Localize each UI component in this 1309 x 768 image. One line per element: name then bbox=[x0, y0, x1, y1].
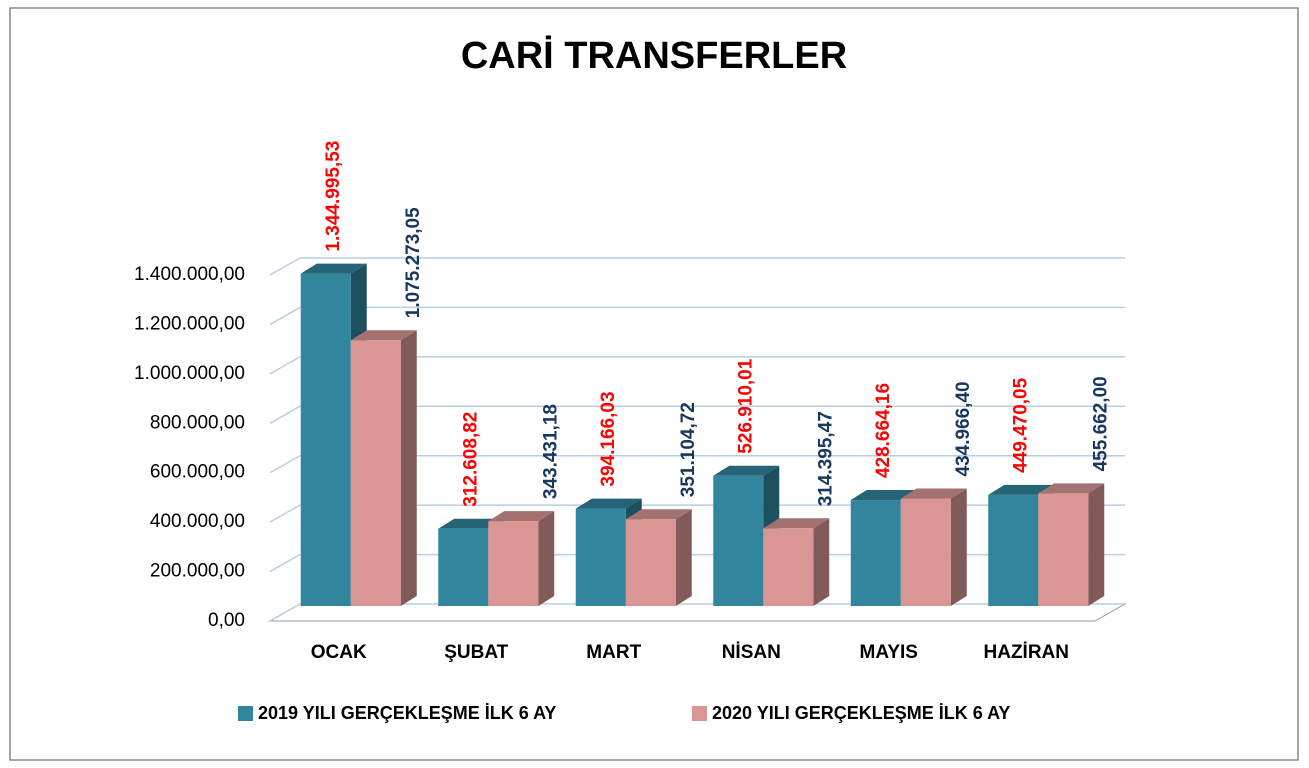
chart-title: CARİ TRANSFERLER bbox=[461, 35, 847, 77]
data-label: 394.166,03 bbox=[598, 391, 619, 486]
bar bbox=[1038, 493, 1089, 606]
data-label: 351.104,72 bbox=[678, 402, 699, 497]
bar bbox=[988, 494, 1039, 606]
x-tick-label: HAZİRAN bbox=[984, 642, 1070, 663]
legend-swatch bbox=[238, 706, 253, 721]
bar-side bbox=[538, 511, 555, 606]
floor bbox=[268, 603, 1127, 622]
data-label: 455.662,00 bbox=[1090, 376, 1111, 471]
y-tick-label: 1.400.000,00 bbox=[134, 264, 245, 285]
data-label: 428.664,16 bbox=[873, 383, 894, 478]
bar-top bbox=[988, 484, 1055, 495]
bar bbox=[350, 340, 401, 606]
legend-label: 2020 YILI GERÇEKLEŞME İLK 6 AY bbox=[712, 703, 1010, 723]
bar-top bbox=[575, 498, 642, 509]
legend-label: 2019 YILI GERÇEKLEŞME İLK 6 AY bbox=[258, 703, 556, 723]
grid-line bbox=[269, 405, 1125, 424]
bar-top bbox=[625, 509, 692, 520]
bar-top bbox=[300, 263, 367, 274]
bar-top bbox=[763, 518, 830, 529]
data-label: 1.075.273,05 bbox=[403, 207, 424, 318]
x-tick-label: ŞUBAT bbox=[444, 642, 508, 663]
bar bbox=[763, 528, 814, 606]
bar bbox=[575, 508, 626, 606]
data-label: 343.431,18 bbox=[540, 404, 561, 499]
x-tick-label: OCAK bbox=[311, 642, 367, 663]
bar bbox=[488, 521, 539, 606]
bar-side bbox=[675, 509, 692, 606]
bar-top bbox=[1038, 483, 1105, 494]
y-tick-label: 600.000,00 bbox=[150, 462, 245, 483]
bar-side bbox=[950, 488, 967, 606]
bar-top bbox=[488, 511, 555, 522]
legend-swatch bbox=[692, 706, 707, 721]
grid-line bbox=[269, 454, 1125, 474]
bar-side bbox=[813, 518, 830, 606]
bar bbox=[438, 528, 489, 606]
grid-line bbox=[269, 603, 1125, 622]
grid-line bbox=[269, 356, 1125, 375]
x-tick-label: NİSAN bbox=[722, 642, 781, 663]
bar bbox=[900, 498, 951, 606]
y-tick-label: 0,00 bbox=[208, 610, 245, 631]
data-label: 312.608,82 bbox=[460, 412, 481, 507]
y-tick-label: 1.000.000,00 bbox=[134, 363, 245, 384]
bar-top bbox=[350, 330, 417, 341]
data-label: 434.966,40 bbox=[953, 381, 974, 476]
data-label: 314.395,47 bbox=[815, 411, 836, 506]
grid-line bbox=[269, 504, 1125, 523]
grid-line bbox=[269, 553, 1125, 573]
bar bbox=[625, 519, 676, 606]
bar-top bbox=[850, 490, 917, 501]
bar-top bbox=[900, 488, 967, 499]
bar-side bbox=[400, 330, 417, 606]
y-tick-label: 1.200.000,00 bbox=[134, 313, 245, 334]
data-label: 1.344.995,53 bbox=[323, 141, 344, 252]
bar bbox=[850, 500, 901, 606]
grid-line bbox=[269, 306, 1125, 326]
x-tick-label: MAYIS bbox=[860, 642, 918, 663]
y-tick-label: 400.000,00 bbox=[150, 511, 245, 532]
chart-frame bbox=[9, 7, 1299, 761]
bar-top bbox=[438, 518, 505, 529]
data-label: 449.470,05 bbox=[1010, 377, 1031, 473]
grid-line bbox=[269, 257, 1125, 276]
bar-side bbox=[1088, 483, 1105, 606]
x-tick-label: MART bbox=[586, 642, 641, 663]
bar-top bbox=[713, 465, 780, 476]
data-label: 526.910,01 bbox=[735, 358, 756, 454]
y-tick-label: 200.000,00 bbox=[150, 561, 245, 582]
bar bbox=[713, 475, 764, 606]
bar bbox=[300, 273, 351, 606]
y-tick-label: 800.000,00 bbox=[150, 412, 245, 433]
